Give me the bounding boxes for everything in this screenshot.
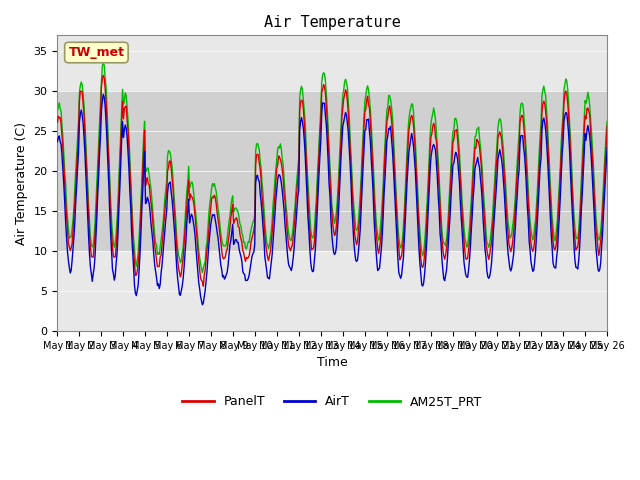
Legend: PanelT, AirT, AM25T_PRT: PanelT, AirT, AM25T_PRT xyxy=(177,390,487,413)
Title: Air Temperature: Air Temperature xyxy=(264,15,401,30)
Text: TW_met: TW_met xyxy=(68,46,124,59)
Y-axis label: Air Temperature (C): Air Temperature (C) xyxy=(15,121,28,245)
X-axis label: Time: Time xyxy=(317,356,348,369)
Bar xyxy=(58,91,607,251)
